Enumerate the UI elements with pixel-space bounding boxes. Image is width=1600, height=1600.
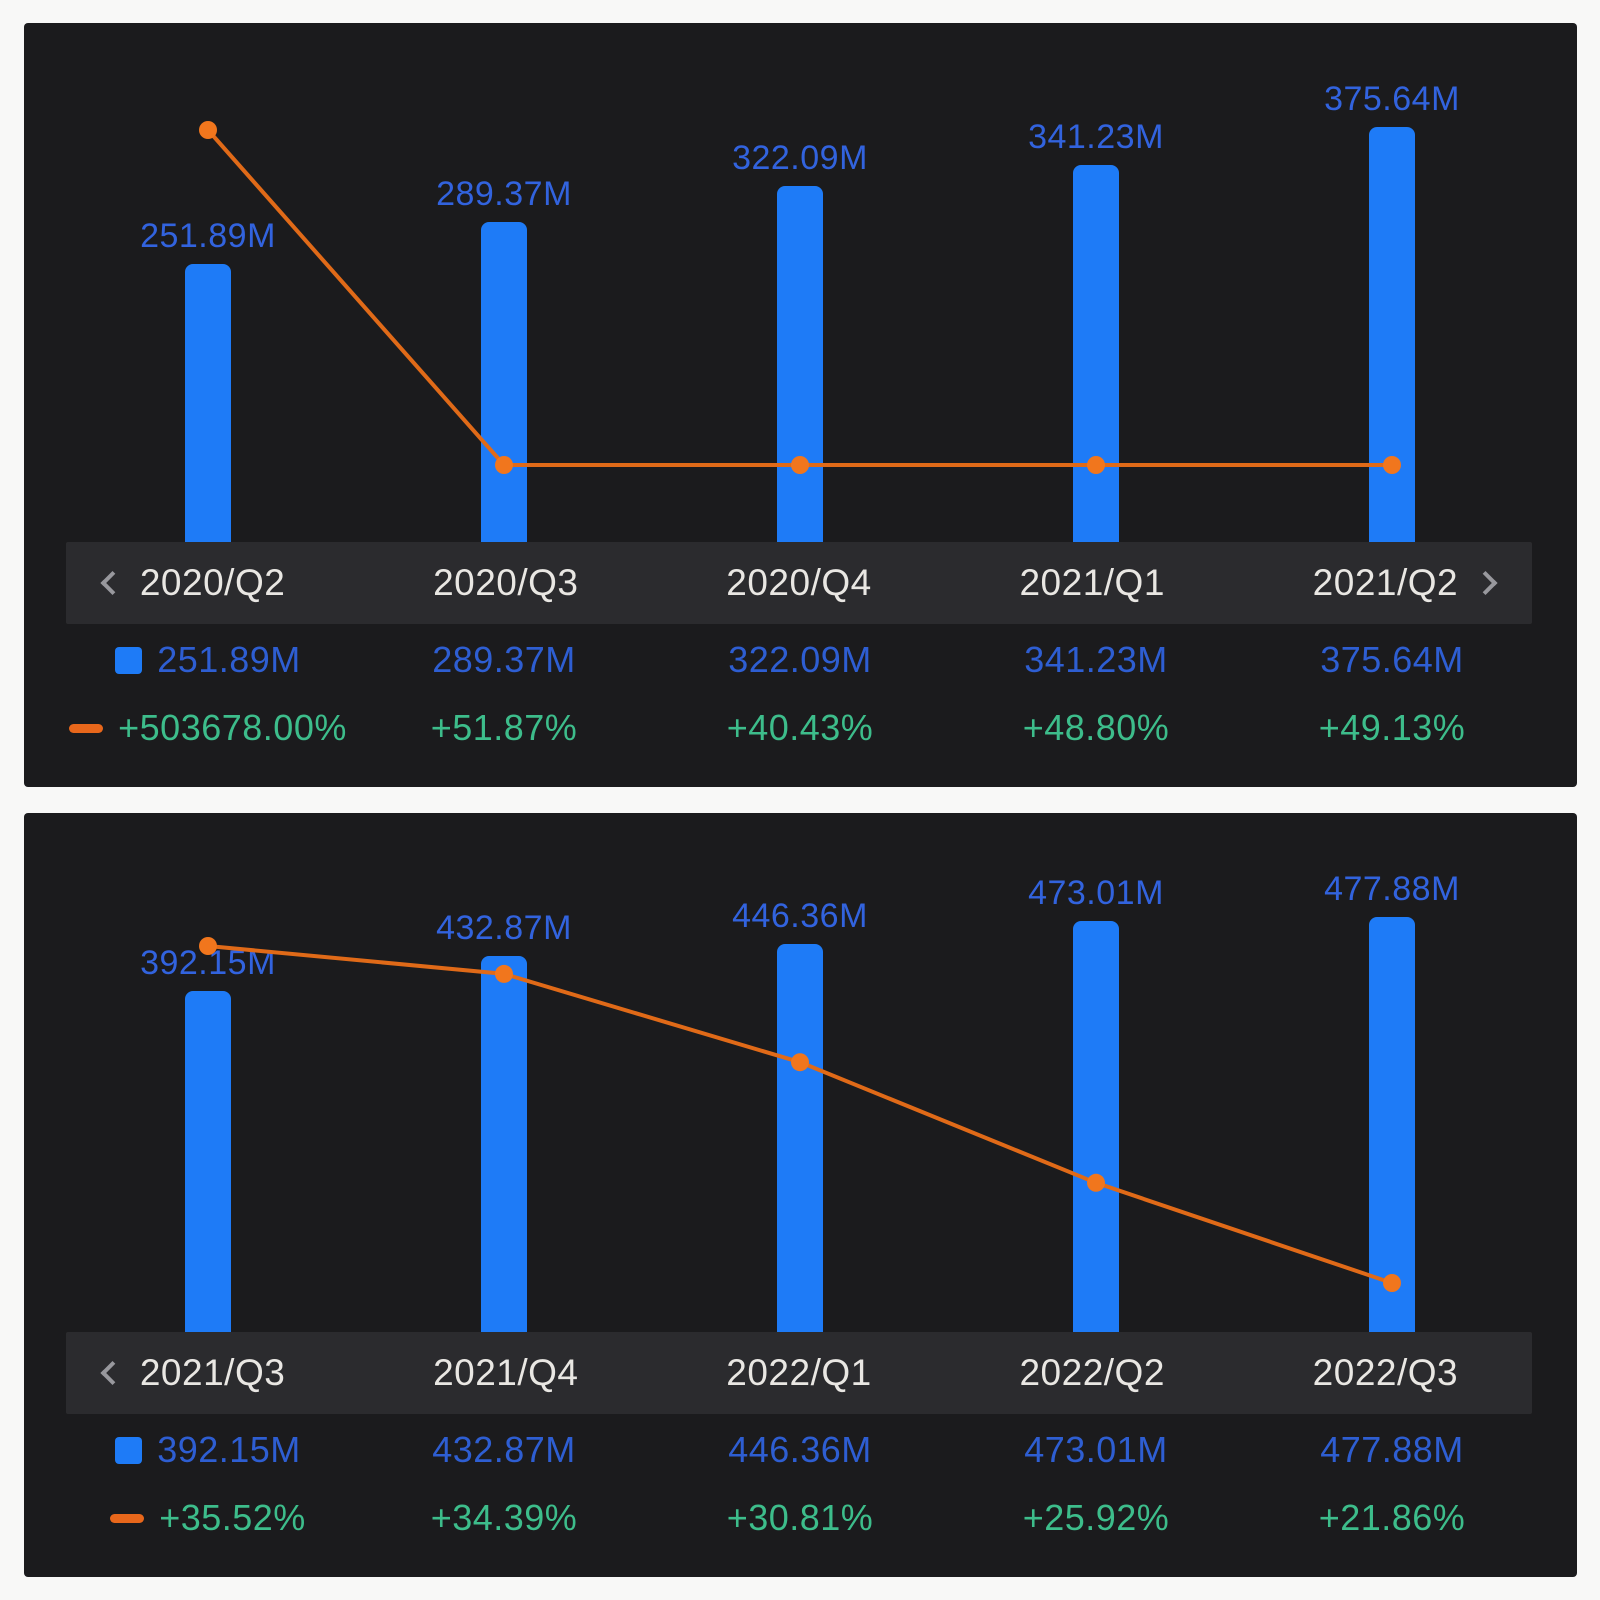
value-cell: 392.15M: [60, 1429, 356, 1471]
growth-cell: +503678.00%: [60, 707, 356, 749]
line-series-swatch-icon: [69, 723, 104, 733]
growth-dot-2021/Q4: [495, 964, 513, 983]
quarter-tab-2020/Q4[interactable]: 2020/Q4: [726, 562, 872, 603]
value-cell: 432.87M: [356, 1429, 652, 1471]
quarter-strip: 2021/Q3 2021/Q4 2022/Q1 2022/Q2 2022/Q3: [66, 1332, 1532, 1414]
value-cell: 341.23M: [948, 639, 1244, 681]
bar-series-swatch-icon: [115, 1436, 143, 1464]
quarter-tab-2021/Q4[interactable]: 2021/Q4: [433, 1352, 579, 1393]
bar-value-label: 251.89M: [140, 217, 276, 255]
growth-text: +40.43%: [726, 707, 874, 748]
value-text: 446.36M: [728, 1429, 872, 1470]
bar-2020/Q2[interactable]: [185, 264, 231, 542]
growth-text: +49.13%: [1318, 707, 1466, 748]
growth-dot-2022/Q2: [1087, 1173, 1105, 1192]
bar-value-label: 289.37M: [436, 175, 572, 213]
bar-2021/Q1[interactable]: [1073, 165, 1119, 542]
growth-cell: +30.81%: [652, 1497, 948, 1539]
quarter-tab-2022/Q2[interactable]: 2022/Q2: [1019, 1352, 1165, 1393]
growth-dot-2020/Q2: [199, 121, 217, 139]
bar-value-label: 432.87M: [436, 909, 572, 947]
growth-cell: +48.80%: [948, 707, 1244, 749]
bar-2022/Q1[interactable]: [777, 944, 823, 1332]
value-cell: 446.36M: [652, 1429, 948, 1471]
quarterly-earnings-panel-1: 251.89M 289.37M 322.09M 341.23M 375.64M 2020…: [24, 23, 1577, 787]
growth-text: +25.92%: [1022, 1497, 1170, 1538]
bar-2022/Q3[interactable]: [1369, 917, 1415, 1332]
quarter-tab-2022/Q1[interactable]: 2022/Q1: [726, 1352, 872, 1393]
bar-value-label: 375.64M: [1324, 80, 1460, 118]
quarter-strip-labels: 2021/Q3 2021/Q4 2022/Q1 2022/Q2 2022/Q3: [66, 1332, 1532, 1414]
growth-text: +503678.00%: [118, 707, 347, 748]
growth-cell: +25.92%: [948, 1497, 1244, 1539]
growth-cell: +51.87%: [356, 707, 652, 749]
growth-dot-2022/Q1: [791, 1053, 809, 1072]
quarter-tab-2022/Q3[interactable]: 2022/Q3: [1312, 1352, 1459, 1393]
growth-cell: +49.13%: [1244, 707, 1540, 749]
bar-value-label: 477.88M: [1324, 870, 1460, 908]
bar-2020/Q4[interactable]: [777, 186, 823, 542]
growth-dot-2021/Q1: [1087, 456, 1105, 474]
value-text: 477.88M: [1320, 1429, 1464, 1470]
value-cell: 477.88M: [1244, 1429, 1540, 1471]
chart-area: 392.15M 432.87M 446.36M 473.01M 477.88M: [24, 813, 1577, 1332]
bar-2022/Q2[interactable]: [1073, 921, 1119, 1332]
growth-text: +34.39%: [430, 1497, 578, 1538]
growth-text: +21.86%: [1318, 1497, 1466, 1538]
quarter-tab-2021/Q1[interactable]: 2021/Q1: [1019, 562, 1165, 603]
value-text: 392.15M: [157, 1429, 301, 1470]
quarter-strip: 2020/Q2 2020/Q3 2020/Q4 2021/Q1 2021/Q2: [66, 542, 1532, 624]
growth-dot-2021/Q2: [1383, 456, 1401, 474]
value-text: 375.64M: [1320, 639, 1464, 680]
growth-line: [199, 121, 1401, 474]
growth-dot-2020/Q3: [495, 456, 513, 474]
values-row: 392.15M 432.87M 446.36M 473.01M 477.88M: [24, 1426, 1577, 1474]
bar-series-swatch-icon: [115, 646, 143, 674]
value-cell: 289.37M: [356, 639, 652, 681]
value-text: 341.23M: [1024, 639, 1168, 680]
line-series-swatch-icon: [110, 1513, 145, 1523]
bar-2020/Q3[interactable]: [481, 222, 527, 542]
quarter-tab-2020/Q3[interactable]: 2020/Q3: [433, 562, 579, 603]
quarter-tab-2021/Q3[interactable]: 2021/Q3: [139, 1352, 286, 1393]
growth-cell: +21.86%: [1244, 1497, 1540, 1539]
value-cell: 375.64M: [1244, 639, 1540, 681]
growth-text: +30.81%: [726, 1497, 874, 1538]
growth-cell: +35.52%: [60, 1497, 356, 1539]
bar-2021/Q4[interactable]: [481, 956, 527, 1332]
growth-dot-2022/Q3: [1383, 1274, 1401, 1292]
value-text: 289.37M: [432, 639, 576, 680]
values-row: 251.89M 289.37M 322.09M 341.23M 375.64M: [24, 636, 1577, 684]
value-text: 432.87M: [432, 1429, 576, 1470]
growth-text: +35.52%: [159, 1497, 306, 1538]
value-text: 322.09M: [728, 639, 872, 680]
growth-line: [199, 937, 1401, 1292]
quarter-tab-2020/Q2[interactable]: 2020/Q2: [139, 562, 286, 603]
bar-value-label: 322.09M: [732, 139, 868, 177]
growth-dot-2020/Q4: [791, 456, 809, 474]
growth-cell: +34.39%: [356, 1497, 652, 1539]
bar-value-label: 446.36M: [732, 897, 868, 935]
quarter-strip-labels: 2020/Q2 2020/Q3 2020/Q4 2021/Q1 2021/Q2: [66, 542, 1532, 624]
value-text: 251.89M: [157, 639, 301, 680]
value-cell: 251.89M: [60, 639, 356, 681]
value-text: 473.01M: [1024, 1429, 1168, 1470]
growth-text: +51.87%: [430, 707, 578, 748]
value-cell: 473.01M: [948, 1429, 1244, 1471]
bar-2021/Q3[interactable]: [185, 991, 231, 1332]
growth-text: +48.80%: [1022, 707, 1170, 748]
growth-row: +35.52% +34.39% +30.81% +25.92% +21.86%: [24, 1494, 1577, 1542]
bar-value-label: 341.23M: [1028, 118, 1164, 156]
growth-dot-2021/Q3: [199, 937, 217, 955]
quarter-tab-2021/Q2[interactable]: 2021/Q2: [1312, 562, 1459, 603]
bar-value-label: 473.01M: [1028, 874, 1164, 912]
quarterly-earnings-panel-2: 392.15M 432.87M 446.36M 473.01M 477.88M 2021…: [24, 813, 1577, 1577]
growth-cell: +40.43%: [652, 707, 948, 749]
chart-area: 251.89M 289.37M 322.09M 341.23M 375.64M: [24, 23, 1577, 542]
value-cell: 322.09M: [652, 639, 948, 681]
growth-row: +503678.00% +51.87% +40.43% +48.80% +49.13%: [24, 704, 1577, 752]
